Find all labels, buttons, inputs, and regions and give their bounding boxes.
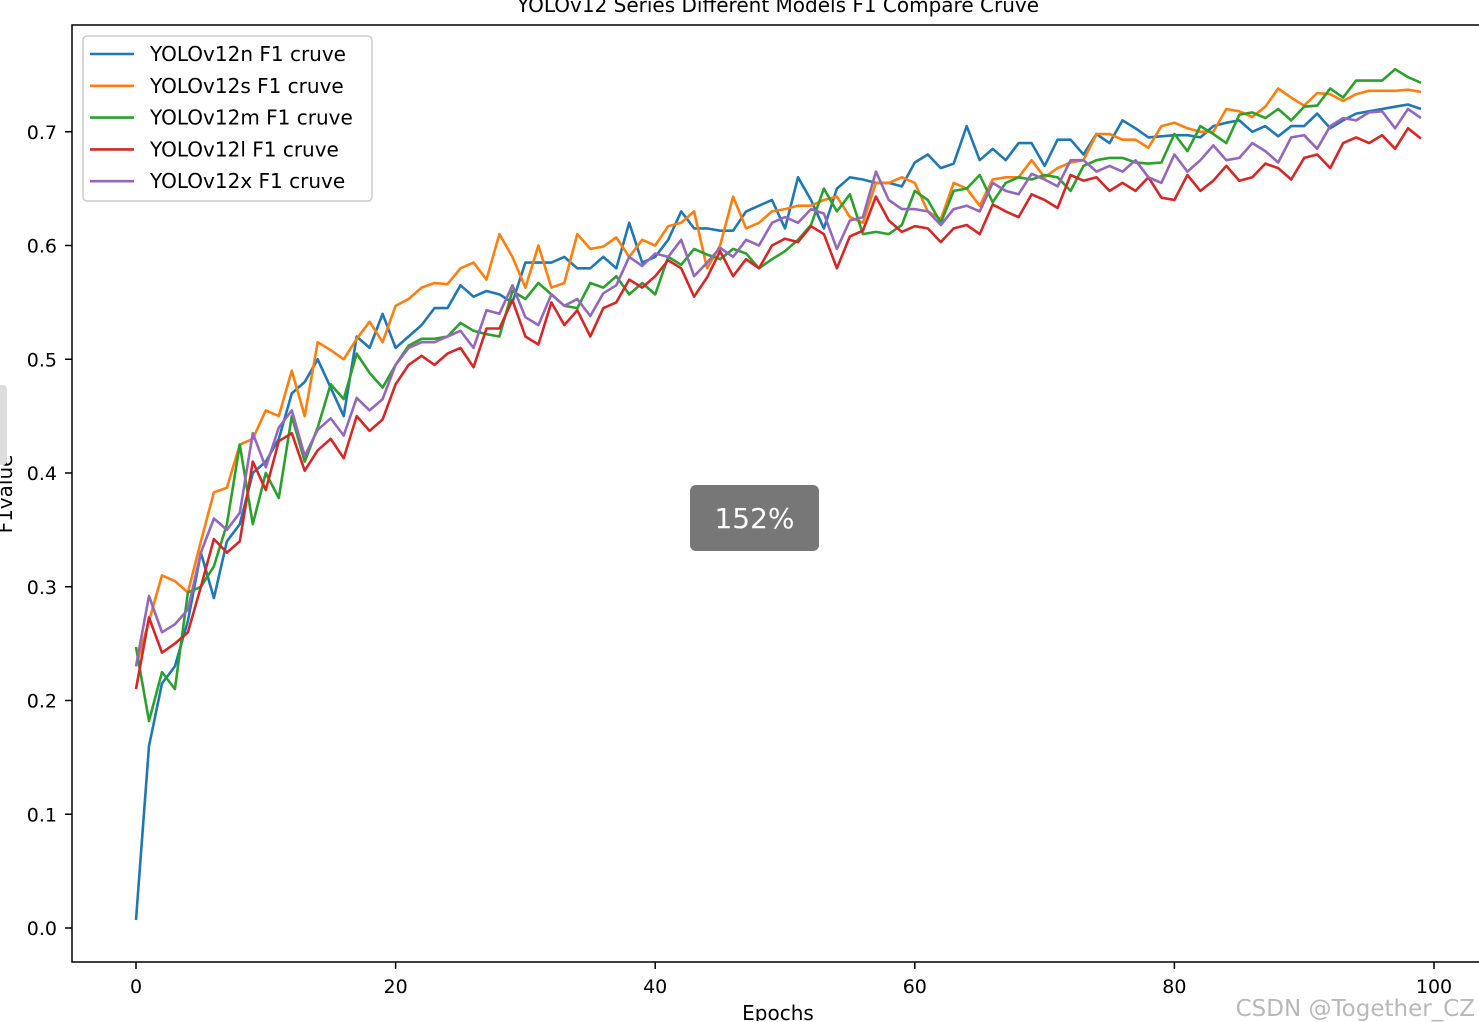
x-axis-ticks: 0 20 40 60 80 100 [130, 962, 1452, 998]
y-tick-label: 0.4 [27, 463, 57, 485]
x-tick-label: 60 [903, 976, 927, 998]
x-tick-label: 20 [384, 976, 408, 998]
plot-frame [71, 24, 1479, 963]
side-panel-handle[interactable] [0, 385, 7, 465]
legend-label: YOLOv12m F1 cruve [149, 106, 353, 130]
x-axis-label: Epochs [742, 1001, 814, 1021]
x-tick-label: 40 [643, 976, 667, 998]
y-tick-label: 0.6 [27, 236, 57, 258]
legend-box [82, 35, 373, 202]
series-line-1 [134, 87, 1422, 667]
series-lines [134, 67, 1422, 921]
chart-title: YOLOv12 Series Different Models F1 Compa… [516, 0, 1039, 17]
watermark: CSDN @Together_CZ [1235, 996, 1475, 1022]
legend-label: YOLOv12x F1 cruve [149, 169, 345, 193]
legend-label: YOLOv12l F1 cruve [149, 137, 339, 161]
legend-label: YOLOv12s F1 cruve [149, 74, 344, 98]
y-tick-label: 0.0 [27, 918, 57, 940]
x-tick-label: 100 [1416, 976, 1452, 998]
y-tick-label: 0.2 [27, 691, 57, 713]
x-tick-label: 0 [130, 976, 142, 998]
series-line-3 [134, 127, 1422, 690]
y-axis-ticks: 0.0 0.1 0.2 0.3 0.4 0.5 0.6 0.7 [27, 122, 72, 940]
series-line-2 [134, 67, 1422, 723]
y-tick-label: 0.5 [27, 349, 57, 371]
x-tick-label: 80 [1162, 976, 1186, 998]
y-tick-label: 0.3 [27, 577, 57, 599]
legend-label: YOLOv12n F1 cruve [149, 42, 346, 66]
series-line-4 [134, 107, 1422, 667]
zoom-level-indicator: 152% [690, 485, 819, 551]
y-tick-label: 0.1 [27, 804, 57, 826]
legend: YOLOv12n F1 cruve YOLOv12s F1 cruve YOLOv1… [82, 35, 373, 202]
y-tick-label: 0.7 [27, 122, 57, 144]
y-axis-label: F1value [0, 455, 17, 534]
